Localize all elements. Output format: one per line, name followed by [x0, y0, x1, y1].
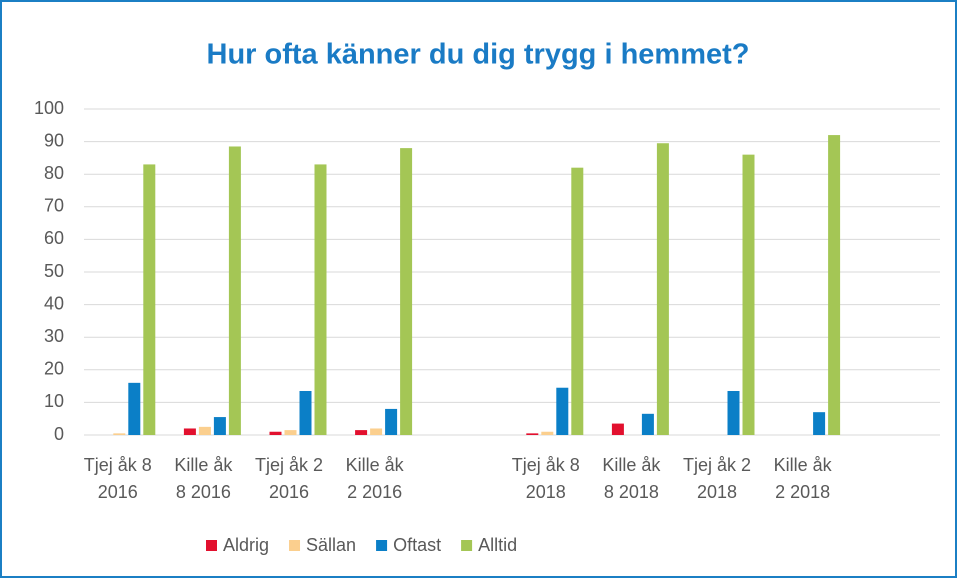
- bar: [656, 143, 669, 436]
- bar: [113, 433, 126, 435]
- bar: [828, 135, 841, 435]
- y-tick-label: 10: [44, 391, 64, 411]
- legend-label: Alltid: [478, 535, 517, 555]
- bar: [526, 433, 539, 435]
- bar: [385, 408, 398, 435]
- bar: [400, 148, 413, 435]
- x-tick-label: Tjej åk 8 2016: [83, 455, 152, 502]
- bar: [299, 390, 312, 435]
- bar: [213, 417, 226, 435]
- x-tick-label: Kille åk 8 2016: [174, 455, 233, 502]
- bar: [269, 431, 282, 435]
- bar: [284, 430, 297, 435]
- bar: [541, 431, 554, 435]
- bar: [727, 390, 740, 435]
- bar: [611, 423, 624, 435]
- x-tick-label: Tjej åk 8 2018: [511, 455, 580, 502]
- y-tick-label: 30: [44, 326, 64, 346]
- bar: [143, 164, 156, 436]
- y-tick-label: 20: [44, 359, 64, 379]
- y-tick-label: 40: [44, 293, 64, 313]
- x-tick-label: Tjej åk 2 2018: [682, 455, 752, 502]
- y-tick-label: 70: [44, 196, 64, 216]
- y-tick-label: 80: [44, 163, 64, 183]
- bar: [228, 146, 241, 436]
- bar: [742, 154, 755, 435]
- legend-swatch: [461, 540, 473, 551]
- legend-label: Oftast: [393, 535, 441, 555]
- x-tick-label: Tjej åk 2 2016: [254, 455, 324, 502]
- bar: [813, 412, 826, 435]
- legend-label: Aldrig: [223, 535, 269, 555]
- y-tick-label: 50: [44, 261, 64, 281]
- bar: [183, 428, 196, 435]
- y-tick-label: 100: [34, 98, 64, 118]
- bar: [198, 426, 211, 435]
- y-tick-label: 60: [44, 228, 64, 248]
- x-tick-label: Kille åk 2 2018: [773, 455, 832, 502]
- y-tick-label: 90: [44, 130, 64, 150]
- legend-swatch: [376, 540, 388, 551]
- bar: [641, 413, 654, 435]
- bar: [556, 387, 569, 435]
- bar: [128, 382, 141, 435]
- chart-title: Hur ofta känner du dig trygg i hemmet?: [207, 39, 750, 71]
- x-tick-label: Kille åk 2 2016: [345, 455, 404, 502]
- bar: [314, 164, 327, 436]
- bar: [370, 428, 383, 435]
- legend-swatch: [206, 540, 217, 551]
- bar: [571, 167, 584, 435]
- legend-label: Sällan: [306, 535, 356, 555]
- bar: [355, 430, 368, 435]
- legend-swatch: [289, 540, 301, 551]
- y-tick-label: 0: [54, 424, 64, 444]
- x-tick-label: Kille åk 8 2018: [602, 455, 661, 502]
